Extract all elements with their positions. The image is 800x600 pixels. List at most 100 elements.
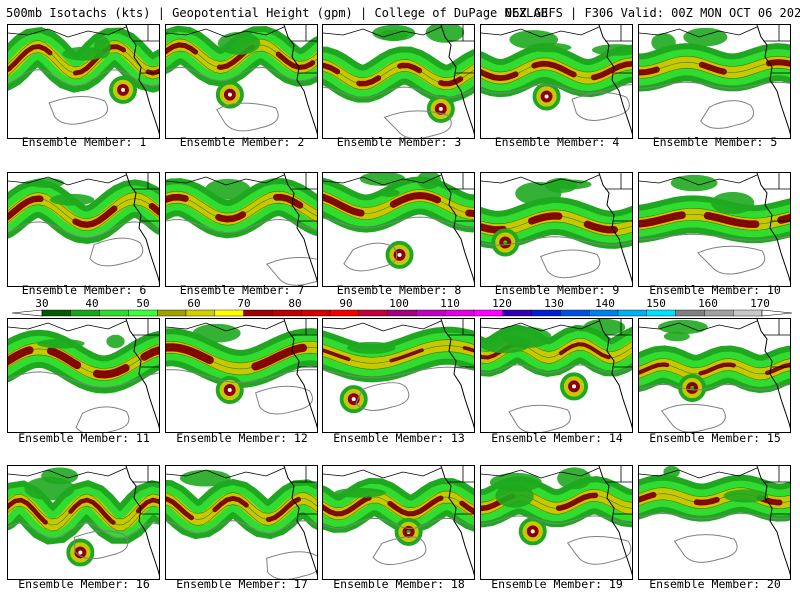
colorbar-label-160: 160 xyxy=(698,297,718,310)
colorbar-swatch-19 xyxy=(589,309,619,317)
colorbar-swatch-1 xyxy=(70,309,100,317)
colorbar-swatch-4 xyxy=(156,309,187,317)
colorbar-swatch-14 xyxy=(445,309,475,317)
isotach-map-15 xyxy=(639,319,790,432)
ensemble-panel-8 xyxy=(322,172,475,287)
colorbar-label-50: 50 xyxy=(136,297,150,310)
isotach-map-6 xyxy=(8,173,159,283)
colorbar-swatch-24 xyxy=(733,309,763,317)
colorbar-swatch-21 xyxy=(646,309,676,317)
member-label-14: Ensemble Member: 14 xyxy=(491,431,623,445)
isotach-map-2 xyxy=(166,25,317,135)
header-run-info: 06Z GEFS | F306 Valid: 00Z MON OCT 06 20… xyxy=(505,6,800,20)
colorbar-label-140: 140 xyxy=(595,297,615,310)
colorbar-label-110: 110 xyxy=(440,297,460,310)
colorbar-label-170: 170 xyxy=(750,297,770,310)
colorbar-swatch-6 xyxy=(214,309,244,317)
colorbar-swatch-5 xyxy=(185,309,215,317)
colorbar-swatch-16 xyxy=(502,309,532,317)
colorbar-right-arrow xyxy=(761,309,793,317)
ensemble-panel-10 xyxy=(638,172,791,287)
isotach-map-12 xyxy=(166,319,317,429)
colorbar-label-150: 150 xyxy=(646,297,666,310)
ensemble-panel-6 xyxy=(7,172,160,287)
colorbar-label-80: 80 xyxy=(288,297,302,310)
colorbar-swatch-8 xyxy=(272,309,302,317)
ensemble-panel-16 xyxy=(7,465,160,580)
colorbar-label-100: 100 xyxy=(389,297,409,310)
isotach-map-5 xyxy=(639,25,790,135)
member-label-19: Ensemble Member: 19 xyxy=(491,577,623,591)
isotach-map-18 xyxy=(323,466,474,576)
isotach-map-16 xyxy=(8,466,159,576)
ensemble-panel-9 xyxy=(480,172,633,287)
colorbar-swatch-15 xyxy=(473,309,503,317)
colorbar-label-90: 90 xyxy=(339,297,353,310)
member-label-8: Ensemble Member: 8 xyxy=(336,283,462,297)
isotach-map-13 xyxy=(323,319,474,429)
ensemble-panel-11 xyxy=(7,318,160,433)
colorbar-label-120: 120 xyxy=(492,297,512,310)
isotach-map-3 xyxy=(323,25,474,138)
colorbar-swatch-13 xyxy=(416,309,446,317)
colorbar-label-30: 30 xyxy=(35,297,49,310)
member-label-3: Ensemble Member: 3 xyxy=(336,135,462,149)
ensemble-panel-3 xyxy=(322,24,475,139)
ensemble-panel-1 xyxy=(7,24,160,139)
isotach-map-14 xyxy=(481,319,632,432)
isotach-map-1 xyxy=(8,25,159,135)
member-label-18: Ensemble Member: 18 xyxy=(333,577,465,591)
colorbar-swatch-11 xyxy=(358,309,388,317)
isotach-map-20 xyxy=(639,466,790,576)
ensemble-panel-13 xyxy=(322,318,475,433)
ensemble-panel-5 xyxy=(638,24,791,139)
member-label-10: Ensemble Member: 10 xyxy=(649,283,781,297)
ensemble-panel-4 xyxy=(480,24,633,139)
member-label-17: Ensemble Member: 17 xyxy=(176,577,308,591)
colorbar-swatch-0 xyxy=(41,309,71,317)
member-label-6: Ensemble Member: 6 xyxy=(21,283,147,297)
isotach-map-19 xyxy=(481,466,632,576)
member-label-1: Ensemble Member: 1 xyxy=(21,135,147,149)
colorbar-swatch-9 xyxy=(301,309,331,317)
ensemble-panel-18 xyxy=(322,465,475,580)
colorbar-label-60: 60 xyxy=(187,297,201,310)
member-label-20: Ensemble Member: 20 xyxy=(649,577,781,591)
ensemble-panel-20 xyxy=(638,465,791,580)
isotach-colorbar xyxy=(11,309,793,317)
isotach-map-17 xyxy=(166,466,317,579)
header-title: 500mb Isotachs (kts) | Geopotential Heig… xyxy=(6,6,548,20)
ensemble-panel-7 xyxy=(165,172,318,287)
member-label-12: Ensemble Member: 12 xyxy=(176,431,308,445)
member-label-9: Ensemble Member: 9 xyxy=(494,283,620,297)
member-label-15: Ensemble Member: 15 xyxy=(649,431,781,445)
colorbar-swatch-20 xyxy=(617,309,647,317)
isotach-map-4 xyxy=(481,25,632,135)
member-label-4: Ensemble Member: 4 xyxy=(494,135,620,149)
member-label-2: Ensemble Member: 2 xyxy=(179,135,305,149)
colorbar-swatch-22 xyxy=(675,309,705,317)
colorbar-label-130: 130 xyxy=(544,297,564,310)
colorbar-swatch-10 xyxy=(329,309,359,317)
member-label-11: Ensemble Member: 11 xyxy=(18,431,150,445)
isotach-map-10 xyxy=(639,173,790,283)
colorbar-swatch-23 xyxy=(704,309,734,317)
colorbar-label-70: 70 xyxy=(237,297,251,310)
member-label-7: Ensemble Member: 7 xyxy=(179,283,305,297)
ensemble-panel-2 xyxy=(165,24,318,139)
colorbar-label-40: 40 xyxy=(85,297,99,310)
ensemble-panel-12 xyxy=(165,318,318,433)
ensemble-panel-19 xyxy=(480,465,633,580)
colorbar-swatch-18 xyxy=(560,309,590,317)
member-label-16: Ensemble Member: 16 xyxy=(18,577,150,591)
ensemble-panel-14 xyxy=(480,318,633,433)
isotach-map-11 xyxy=(8,319,159,432)
member-label-13: Ensemble Member: 13 xyxy=(333,431,465,445)
colorbar-swatch-3 xyxy=(128,309,158,317)
isotach-map-9 xyxy=(481,173,632,283)
ensemble-panel-17 xyxy=(165,465,318,580)
colorbar-left-arrow xyxy=(11,309,43,317)
colorbar-swatch-2 xyxy=(99,309,129,317)
colorbar-swatch-17 xyxy=(531,309,561,317)
colorbar-swatch-7 xyxy=(243,309,273,317)
